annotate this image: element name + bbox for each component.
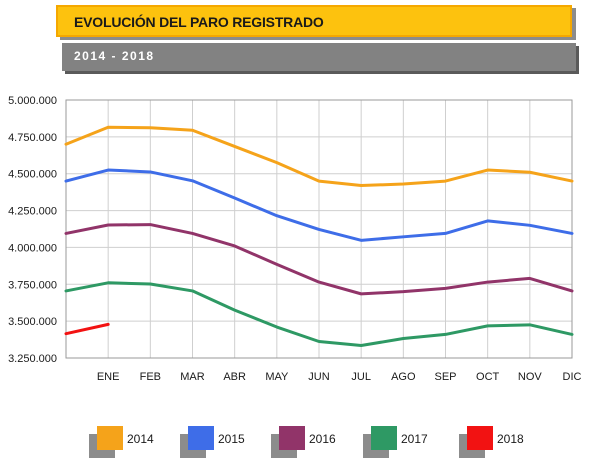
x-tick-label: MAR [180, 371, 205, 383]
title-bar: EVOLUCIÓN DEL PARO REGISTRADO [56, 5, 572, 37]
chart-title: EVOLUCIÓN DEL PARO REGISTRADO [74, 14, 324, 30]
plot-area [65, 99, 573, 359]
x-tick-label: DIC [563, 371, 582, 383]
y-tick-label: 3.500.000 [8, 316, 57, 328]
chart-subtitle: 2014 - 2018 [74, 49, 155, 63]
x-tick-label: JUL [351, 371, 371, 383]
y-tick-label: 3.750.000 [8, 279, 57, 291]
y-tick-label: 4.000.000 [8, 242, 57, 254]
y-tick-label: 3.250.000 [8, 353, 57, 365]
x-tick-label: ENE [97, 371, 120, 383]
y-tick-label: 5.000.000 [8, 95, 57, 107]
y-tick-label: 4.500.000 [8, 169, 57, 181]
series-line-2017 [64, 281, 574, 347]
x-tick-label: NOV [518, 371, 543, 383]
y-tick-label: 4.250.000 [8, 206, 57, 218]
series-line-2016 [64, 223, 574, 296]
x-tick-label: SEP [434, 371, 456, 383]
series-line-2018 [64, 322, 110, 336]
subtitle-bar: 2014 - 2018 [62, 43, 576, 71]
y-tick-label: 4.750.000 [8, 132, 57, 144]
x-tick-label: OCT [476, 371, 500, 383]
x-tick-label: FEB [140, 371, 161, 383]
x-tick-label: MAY [265, 371, 289, 383]
x-tick-label: ABR [223, 371, 246, 383]
x-tick-label: AGO [391, 371, 416, 383]
series-line-2014 [64, 125, 574, 188]
series-line-2015 [64, 168, 574, 242]
x-tick-label: JUN [308, 371, 329, 383]
